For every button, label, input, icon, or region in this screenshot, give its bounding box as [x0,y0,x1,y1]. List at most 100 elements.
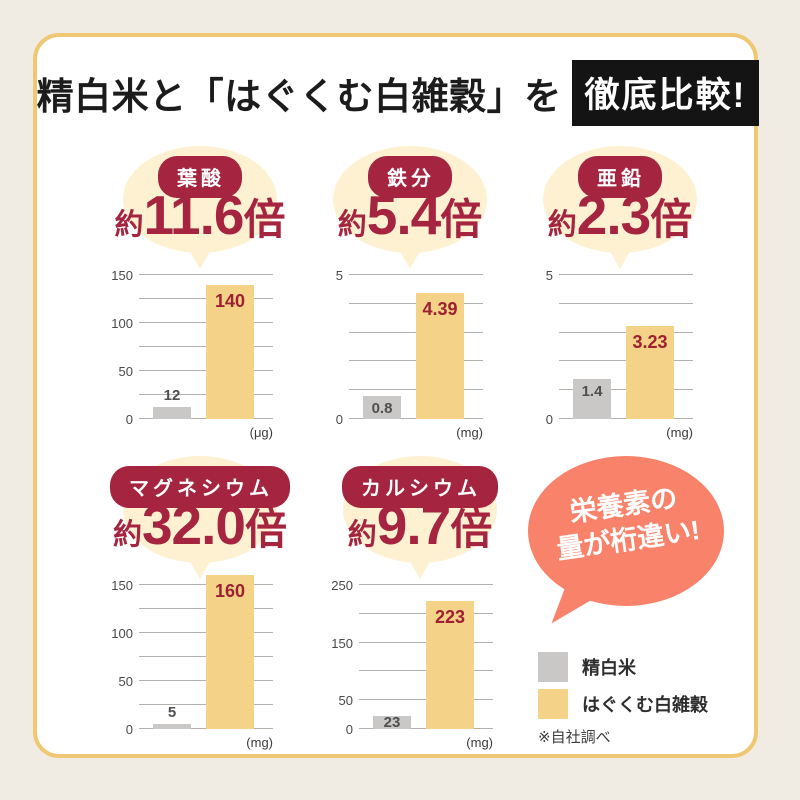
legend-swatch-gray-icon [538,652,568,682]
y-axis-tick: 50 [338,693,353,709]
bar-chart-plot: 23 223 [359,584,493,731]
chart-block-folate: 葉酸 約11.6倍 0 50 100 150 12 140 (μg) [105,146,295,458]
bar-value-label: 5 [167,704,177,722]
nutrient-pill: マグネシウム [110,466,290,508]
bar-value-label: 3.23 [632,331,668,352]
gridline [349,274,483,275]
gridline [559,274,693,275]
nutrient-pill: 亜鉛 [578,156,662,198]
multiplier-text: 約11.6倍 [85,184,315,261]
multiplier-prefix: 約 [347,519,377,551]
bar-seihakumai [153,724,191,729]
multiplier-suffix: 倍 [243,196,286,243]
gridline [359,584,493,585]
highlight-bubble-tail-icon [407,556,433,579]
multiplier-value: 5.4 [366,184,441,246]
highlight-bubble-tail-icon [607,246,633,269]
multiplier-suffix: 倍 [650,196,693,243]
multiplier-suffix: 倍 [450,506,493,553]
multiplier-prefix: 約 [547,209,577,241]
chart-block-magnesium: マグネシウム 約32.0倍 0 50 100 150 5 160 (mg) [105,456,295,768]
y-axis-tick: 0 [125,412,133,427]
nutrient-pill: 鉄分 [368,156,452,198]
legend-item-seihakumai: 精白米 [538,652,708,682]
y-axis-tick: 0 [125,722,133,737]
speech-bubble-body [528,456,724,606]
highlight-bubble-tail-icon [397,246,423,269]
y-axis-tick: 150 [111,268,133,283]
unit-label: (mg) [246,735,273,750]
bar-value-label: 23 [383,714,401,731]
chart-block-calcium: カルシウム 約9.7倍 0 50 150 250 23 223 (mg) [325,456,515,768]
unit-label: (μg) [249,425,273,440]
y-axis-tick: 0 [545,412,553,427]
legend-swatch-yellow-icon [538,689,568,719]
multiplier-suffix: 倍 [245,506,288,553]
bar-value-label: 0.8 [371,399,393,417]
gridline [139,274,273,275]
bar-hagukumu [416,292,464,419]
bar-seihakumai [373,715,411,729]
bar-chart-plot: 1.4 3.23 [559,274,693,419]
highlight-bubble-tail-icon [187,246,213,269]
y-axis-tick: 5 [545,268,553,283]
legend-label: 精白米 [582,658,636,678]
y-axis-tick: 50 [118,364,133,379]
y-axis: 0 50 150 250 [325,578,353,737]
survey-note: ※自社調べ [538,729,611,746]
multiplier-prefix: 約 [114,209,144,241]
speech-bubble: 栄養素の 量が桁違い! [528,456,724,634]
bar-hagukumu [426,600,474,729]
bar-value-label: 223 [434,606,466,627]
y-axis-tick: 5 [335,268,343,283]
nutrient-pill: カルシウム [342,466,498,508]
multiplier-text: 約32.0倍 [85,494,315,571]
title-text: 精白米と「はぐくむ白雑穀」を [36,76,562,117]
multiplier-prefix: 約 [337,209,367,241]
legend-item-hagukumu: はぐくむ白雑穀 [538,689,708,719]
bar-hagukumu [206,284,254,419]
unit-label: (mg) [666,425,693,440]
y-axis: 0 50 100 150 [105,578,133,737]
y-axis-tick: 150 [111,578,133,593]
highlight-bubble-tail-icon [187,556,213,579]
multiplier-suffix: 倍 [440,196,483,243]
bar-hagukumu [626,325,674,419]
multiplier-value: 9.7 [376,494,451,556]
y-axis: 0 50 100 150 [105,268,133,427]
y-axis-tick: 0 [335,412,343,427]
bar-seihakumai [363,395,401,419]
y-axis-tick: 50 [118,674,133,689]
bar-hagukumu [206,575,254,729]
bar-value-label: 12 [163,387,181,405]
y-axis-tick: 100 [111,626,133,641]
bar-value-label: 160 [214,581,246,602]
nutrient-pill: 葉酸 [158,156,242,198]
bar-seihakumai [153,407,191,419]
bar-value-label: 1.4 [581,382,603,400]
legend-label: はぐくむ白雑穀 [582,695,708,715]
y-axis-tick: 250 [331,578,353,593]
title-highlight-box: 徹底比較! [571,60,760,126]
unit-label: (mg) [466,735,493,750]
legend: 精白米 はぐくむ白雑穀 ※自社調べ [538,652,708,747]
bar-seihakumai [573,378,611,419]
y-axis-tick: 0 [345,722,353,737]
multiplier-text: 約9.7倍 [305,494,535,571]
unit-label: (mg) [456,425,483,440]
gridline [559,302,693,304]
multiplier-text: 約2.3倍 [505,184,735,261]
y-axis-tick: 100 [111,316,133,331]
y-axis-tick: 150 [331,635,353,651]
bar-chart-plot: 0.8 4.39 [349,274,483,419]
multiplier-value: 11.6 [143,184,244,246]
multiplier-value: 32.0 [141,494,246,556]
bar-value-label: 4.39 [422,298,458,319]
multiplier-prefix: 約 [112,519,142,551]
page-title: 精白米と「はぐくむ白雑穀」を 徹底比較! [33,60,763,126]
